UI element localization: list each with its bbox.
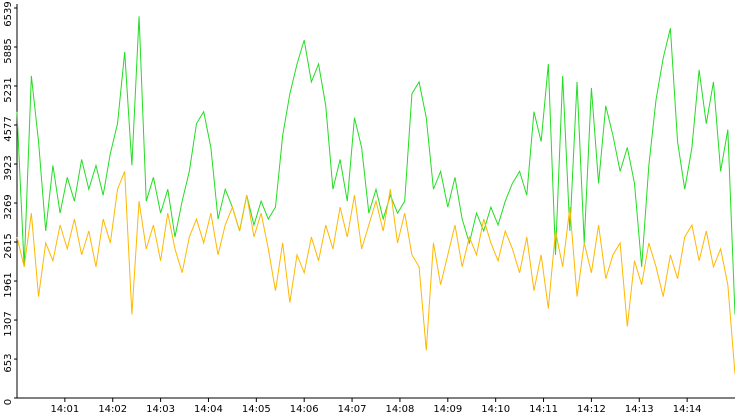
y-tick-label: 1961 [3,272,14,297]
y-tick-label: 1307 [3,311,14,336]
x-tick-label: 14:06 [290,404,319,415]
y-tick-label: 6539 [3,1,14,26]
x-tick-label: 14:05 [242,404,271,415]
y-tick-label: 0 [3,399,14,405]
x-tick-label: 14:02 [98,404,127,415]
series-line [16,171,735,375]
x-tick-label: 14:07 [338,404,367,415]
y-tick-label: 5885 [3,38,14,63]
x-tick-label: 14:03 [146,404,175,415]
x-tick-label: 14:10 [481,404,510,415]
x-tick-label: 14:11 [529,404,558,415]
x-tick-label: 14:04 [194,404,223,415]
y-tick-label: 3923 [3,155,14,180]
x-tick-label: 14:14 [673,404,702,415]
y-tick-label: 5231 [3,77,14,102]
x-tick-label: 14:08 [386,404,415,415]
x-tick-label: 14:09 [433,404,462,415]
y-tick-label: 2615 [3,233,14,258]
y-tick-label: 653 [3,354,14,373]
x-tick-label: 14:13 [625,404,654,415]
y-tick-label: 4577 [3,116,14,141]
y-tick-label: 3269 [3,194,14,219]
x-tick-label: 14:01 [50,404,79,415]
series-line [16,16,735,315]
x-tick-label: 14:12 [577,404,606,415]
